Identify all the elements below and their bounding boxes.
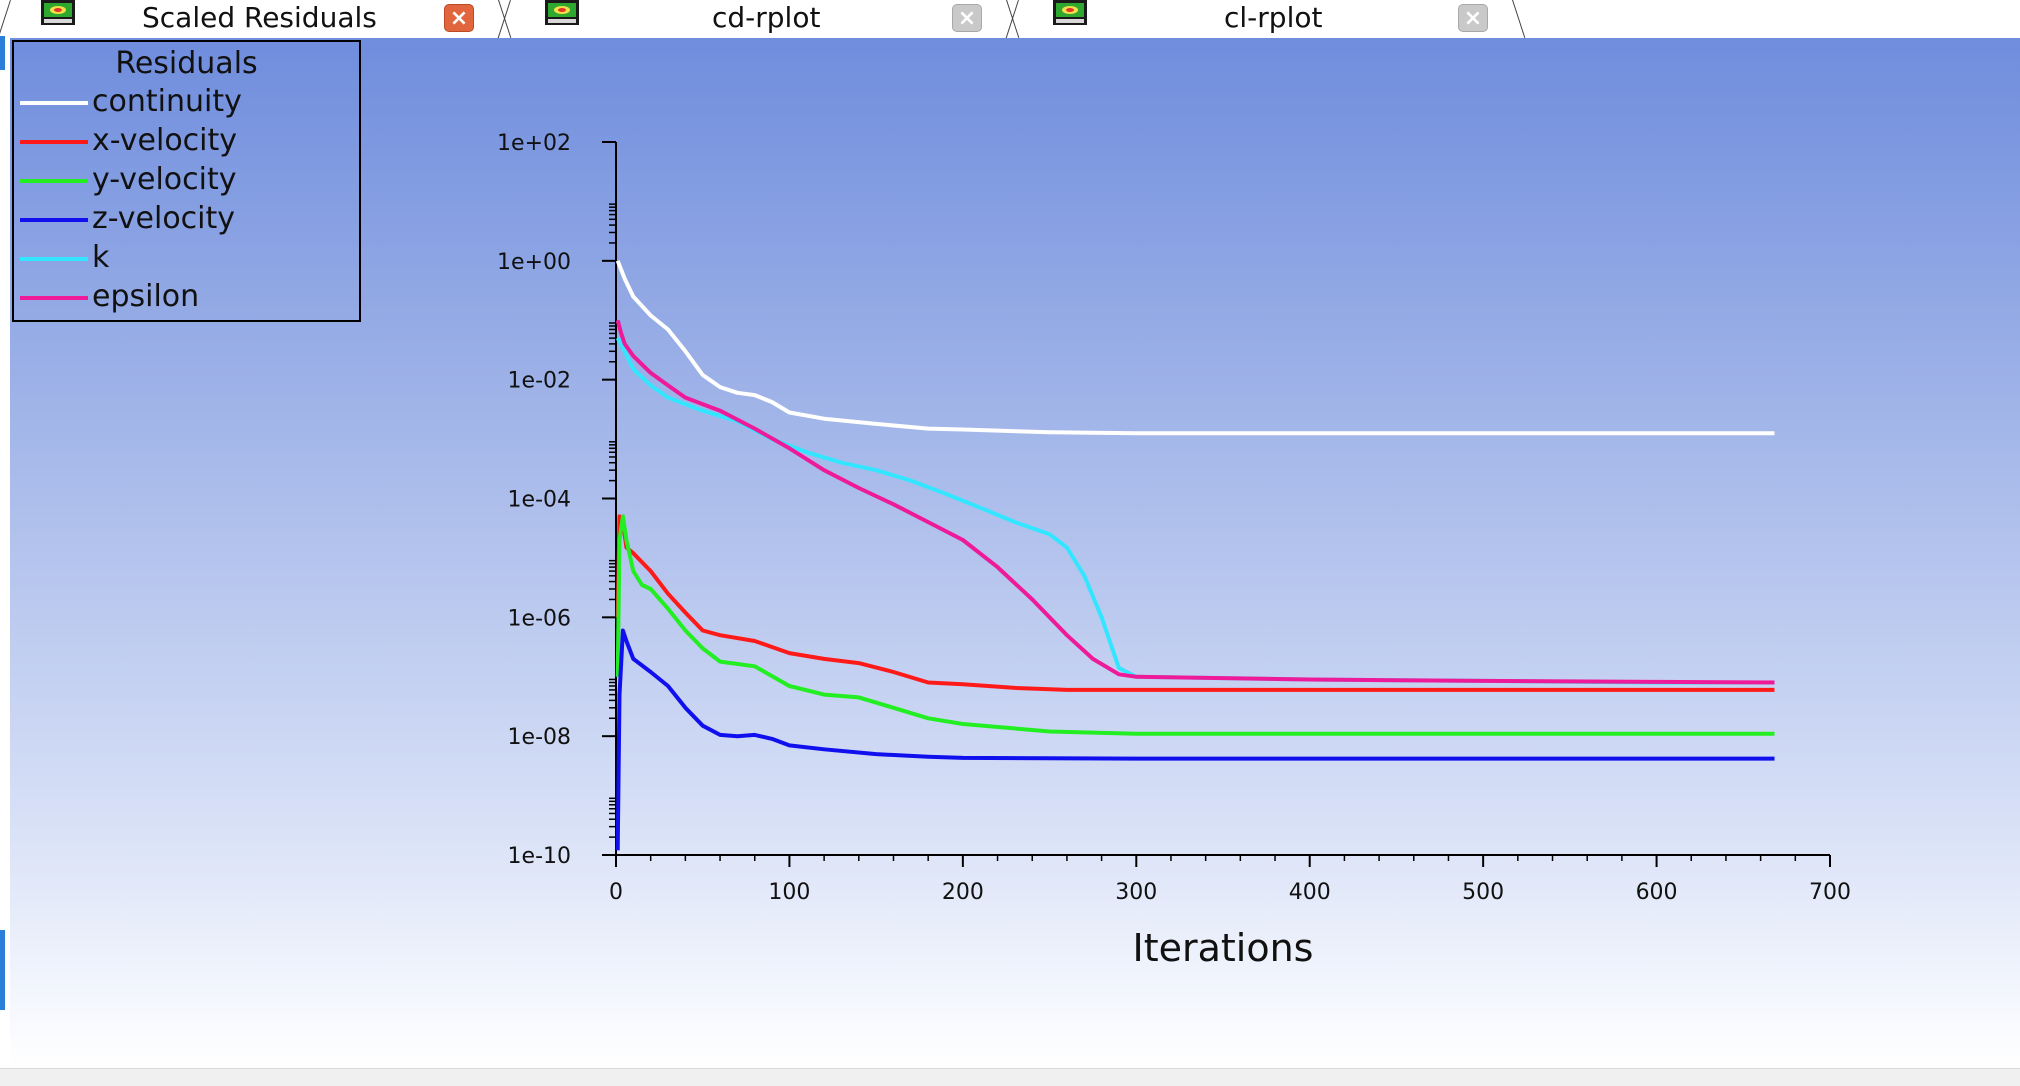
y-tick-label: 1e+00 [497, 250, 571, 275]
legend-label: z-velocity [92, 201, 236, 236]
residuals-legend: Residuals continuity x-velocity y-veloci… [12, 40, 361, 322]
x-tick-label: 200 [942, 880, 984, 905]
y-tick-label: 1e-04 [508, 488, 571, 513]
x-tick-label: 300 [1115, 880, 1157, 905]
series-line-z-velocity [615, 628, 1775, 851]
legend-swatch [20, 218, 88, 222]
series-line-k [615, 337, 1775, 685]
x-tick-label: 400 [1289, 880, 1331, 905]
tab-separator [0, 0, 11, 39]
x-tick-label: 0 [609, 880, 623, 905]
y-tick-label: 1e-08 [508, 725, 571, 750]
legend-entry: z-velocity [14, 201, 359, 239]
plot-tab-strip: Scaled Residuals × cd-rplot × [0, 0, 2020, 39]
y-tick-label: 1e-10 [508, 844, 571, 869]
legend-label: y-velocity [92, 162, 237, 197]
tab-cd-rplot[interactable]: cd-rplot × [520, 0, 1005, 38]
x-axis-label: Iterations [1133, 926, 1314, 970]
legend-label: continuity [92, 84, 242, 119]
legend-entry: y-velocity [14, 162, 359, 200]
tab-label: cd-rplot [712, 1, 821, 34]
tab-cl-rplot[interactable]: cl-rplot × [1028, 0, 1518, 38]
x-tick-label: 100 [768, 880, 810, 905]
legend-entry: k [14, 240, 359, 278]
legend-entry: continuity [14, 84, 359, 122]
tab-scaled-residuals[interactable]: Scaled Residuals × [14, 0, 494, 38]
status-strip [0, 1068, 2020, 1086]
series-line-epsilon [615, 319, 1775, 685]
legend-swatch [20, 296, 88, 300]
residuals-chart: 1e+02 1e+00 1e-02 1e-04 1e-06 1e-08 1e-10 0 100 2… [497, 131, 1851, 970]
tab-label: Scaled Residuals [142, 1, 377, 34]
window-edge-accent [0, 36, 5, 70]
graph-window-icon [1052, 0, 1088, 26]
x-tick-label: 500 [1462, 880, 1504, 905]
legend-label: k [92, 240, 110, 275]
y-tick-label: 1e+02 [497, 131, 571, 156]
legend-swatch [20, 179, 88, 183]
window-edge-accent [0, 930, 5, 1010]
legend-swatch [20, 101, 88, 105]
legend-entry: epsilon [14, 279, 359, 317]
legend-swatch [20, 257, 88, 261]
close-icon[interactable]: × [952, 4, 982, 32]
legend-swatch [20, 140, 88, 144]
series-line-x-velocity [615, 514, 1775, 692]
legend-label: epsilon [92, 279, 200, 314]
graph-window-icon [544, 0, 580, 26]
close-icon[interactable]: × [1458, 4, 1488, 32]
graph-window-icon [40, 0, 76, 26]
series-line-y-velocity [615, 514, 1775, 736]
legend-title: Residuals [115, 46, 258, 81]
x-tick-label: 600 [1636, 880, 1678, 905]
residuals-plot-area[interactable]: 1e+02 1e+00 1e-02 1e-04 1e-06 1e-08 1e-10 0 100 2… [10, 38, 2020, 1068]
y-tick-label: 1e-02 [508, 369, 571, 394]
y-tick-label: 1e-06 [508, 606, 571, 631]
legend-entry: x-velocity [14, 123, 359, 161]
series-line-continuity [615, 260, 1775, 436]
tab-label: cl-rplot [1224, 1, 1323, 34]
legend-label: x-velocity [92, 123, 238, 158]
x-tick-label: 700 [1809, 880, 1851, 905]
close-icon[interactable]: × [444, 4, 474, 32]
